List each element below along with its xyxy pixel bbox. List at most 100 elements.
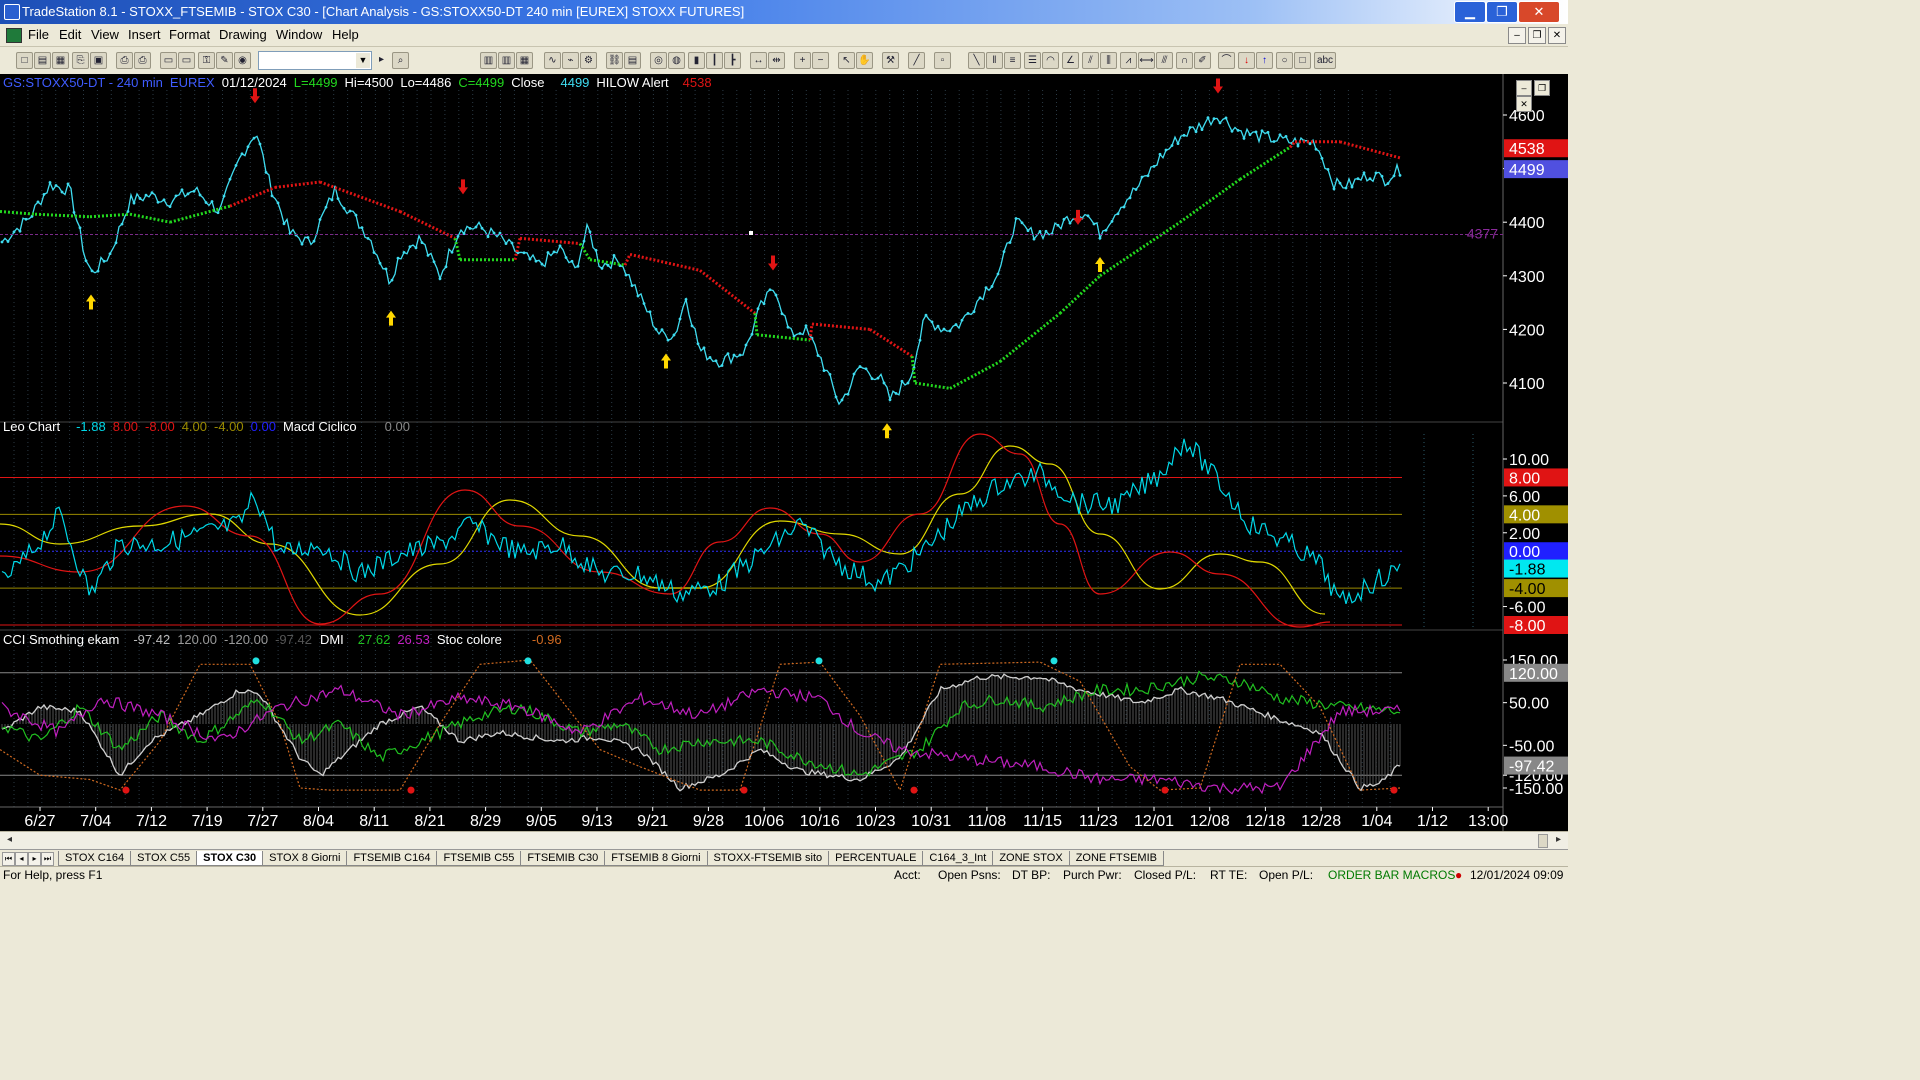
candle-icon[interactable]: ▮ xyxy=(688,52,705,69)
scroll-left-icon[interactable]: ◂ xyxy=(6,834,13,845)
menu-view[interactable]: View xyxy=(91,27,119,42)
print-icon[interactable]: ⎙ xyxy=(134,52,151,69)
workspace-tab[interactable]: FTSEMIB C164 xyxy=(346,851,438,866)
vertical-lines-icon[interactable]: ‖ xyxy=(986,52,1003,69)
workspace-tab[interactable]: FTSEMIB C55 xyxy=(436,851,522,866)
workspace-tab[interactable]: PERCENTUALE xyxy=(828,851,924,866)
channel-icon[interactable]: ⫽ xyxy=(1082,52,1099,69)
arrow-down-icon[interactable]: ↓ xyxy=(1238,52,1255,69)
text-tool-icon[interactable]: ▫ xyxy=(934,52,951,69)
text-abc-icon[interactable]: abc xyxy=(1314,52,1336,69)
cycle-icon[interactable]: ∩ xyxy=(1176,52,1193,69)
zoom-find-icon[interactable]: ⌕ xyxy=(392,52,409,69)
save-icon[interactable]: ▣ xyxy=(90,52,107,69)
minimize-button[interactable]: ▁ xyxy=(1454,1,1486,23)
tab-first-icon[interactable]: ⏮ xyxy=(2,852,15,866)
go-arrow-icon[interactable]: ▸ xyxy=(378,54,385,65)
tools-icon[interactable]: ⚒ xyxy=(882,52,899,69)
new-workspace-icon[interactable]: ▤ xyxy=(34,52,51,69)
workspace-tab[interactable]: STOX C164 xyxy=(58,851,132,866)
app-icon xyxy=(4,4,20,20)
draw-line-icon[interactable]: ╲ xyxy=(968,52,985,69)
pen-icon[interactable]: ✐ xyxy=(1194,52,1211,69)
lock-icon[interactable]: ⚿ xyxy=(198,52,215,69)
chart-analysis-window[interactable]: 43774600450044004300420041004538449910.0… xyxy=(0,74,1568,831)
copy-icon[interactable]: ⎘ xyxy=(72,52,89,69)
indicator-icon[interactable]: ∿ xyxy=(544,52,561,69)
ohlc-icon[interactable]: ┣ xyxy=(724,52,741,69)
horizontal-line-icon[interactable]: ≡ xyxy=(1004,52,1021,69)
workspace-tab[interactable]: FTSEMIB C30 xyxy=(520,851,606,866)
rectangle-icon[interactable]: □ xyxy=(1294,52,1311,69)
format-icon[interactable]: ⚙ xyxy=(580,52,597,69)
compress-icon[interactable]: ⇹ xyxy=(768,52,785,69)
menu-insert[interactable]: Insert xyxy=(128,27,161,42)
workspace-tab[interactable]: FTSEMIB 8 Giorni xyxy=(604,851,708,866)
strategy-icon[interactable]: ⌁ xyxy=(562,52,579,69)
gann-icon[interactable]: ⫼ xyxy=(1100,52,1117,69)
maximize-button[interactable]: ❐ xyxy=(1486,1,1518,23)
menu-drawing[interactable]: Drawing xyxy=(219,27,267,42)
data-window-icon[interactable]: ▤ xyxy=(624,52,641,69)
ellipse-icon[interactable]: ○ xyxy=(1276,52,1293,69)
link-icon[interactable]: ⛓ xyxy=(606,52,623,69)
chart-restore-button[interactable]: ❐ xyxy=(1534,80,1550,96)
workspace-tab[interactable]: STOX 8 Giorni xyxy=(262,851,348,866)
scroll-right-icon[interactable]: ▸ xyxy=(1555,834,1562,845)
chevron-down-icon[interactable]: ▼ xyxy=(356,53,370,68)
menu-edit[interactable]: Edit xyxy=(59,27,82,42)
zoom-out-icon[interactable]: − xyxy=(812,52,829,69)
chart-close-button[interactable]: ✕ xyxy=(1516,96,1532,112)
menu-format[interactable]: Format xyxy=(169,27,211,42)
menu-window[interactable]: Window xyxy=(276,27,323,42)
arrow-up-icon[interactable]: ↑ xyxy=(1256,52,1273,69)
chart-doc-icon[interactable] xyxy=(6,28,22,43)
pointer-icon[interactable]: ↖ xyxy=(838,52,855,69)
mdi-minimize-button[interactable]: – xyxy=(1508,27,1526,44)
tab-prev-icon[interactable]: ◂ xyxy=(15,852,28,866)
symbol-combo[interactable]: ▼ xyxy=(258,51,372,70)
mdi-restore-button[interactable]: ❐ xyxy=(1528,27,1546,44)
trendline-icon[interactable]: ╱ xyxy=(908,52,925,69)
tab-last-icon[interactable]: ⏭ xyxy=(41,852,54,866)
chart-canvas[interactable]: 43774600450044004300420041004538449910.0… xyxy=(0,74,1568,831)
range-icon[interactable]: ⟷ xyxy=(1138,52,1155,69)
close-button[interactable]: ✕ xyxy=(1518,1,1560,23)
menu-file[interactable]: File xyxy=(28,27,49,42)
arc-icon[interactable]: ◠ xyxy=(1042,52,1059,69)
tile-icon[interactable]: ▭ xyxy=(178,52,195,69)
open-icon[interactable]: ▦ xyxy=(52,52,69,69)
new-icon[interactable]: □ xyxy=(16,52,33,69)
angle-icon[interactable]: ∠ xyxy=(1062,52,1079,69)
tab-next-icon[interactable]: ▸ xyxy=(28,852,41,866)
menu-help[interactable]: Help xyxy=(332,27,359,42)
paint-icon[interactable]: ✎ xyxy=(216,52,233,69)
workspace-tab[interactable]: STOX C30 xyxy=(196,851,264,866)
workspace-tab[interactable]: C164_3_Int xyxy=(922,851,994,866)
expand-icon[interactable]: ↔ xyxy=(750,52,767,69)
curve-icon[interactable]: ⌒ xyxy=(1218,52,1235,69)
order-bar-macros[interactable]: ORDER BAR MACROS xyxy=(1328,868,1456,882)
workspace-tab[interactable]: STOX C55 xyxy=(130,851,198,866)
chart-minimize-button[interactable]: – xyxy=(1516,80,1532,96)
horizontal-scrollbar[interactable]: ◂ ▸ xyxy=(0,831,1568,849)
print-preview-icon[interactable]: ⎙ xyxy=(116,52,133,69)
grid-icon[interactable]: ▦ xyxy=(516,52,533,69)
workspace-tab[interactable]: STOXX-FTSEMIB sito xyxy=(706,851,830,866)
globe-icon[interactable]: ◉ xyxy=(234,52,251,69)
fib-icon[interactable]: ☰ xyxy=(1024,52,1041,69)
workspace-tab[interactable]: ZONE STOX xyxy=(992,851,1070,866)
bars-icon[interactable]: ┃ xyxy=(706,52,723,69)
radar-icon[interactable]: ◎ xyxy=(650,52,667,69)
scrollbar-thumb[interactable] xyxy=(1538,834,1548,848)
chart-line-icon[interactable]: ▥ xyxy=(498,52,515,69)
zoom-in-icon[interactable]: + xyxy=(794,52,811,69)
workspace-tab[interactable]: ZONE FTSEMIB xyxy=(1068,851,1164,866)
hand-icon[interactable]: ✋ xyxy=(856,52,873,69)
pitchfork-icon[interactable]: ⫻ xyxy=(1156,52,1173,69)
chart-bar-icon[interactable]: ▥ xyxy=(480,52,497,69)
scanner-icon[interactable]: ◍ xyxy=(668,52,685,69)
speedline-icon[interactable]: ⩘ xyxy=(1120,52,1137,69)
mdi-close-button[interactable]: ✕ xyxy=(1548,27,1566,44)
window-icon[interactable]: ▭ xyxy=(160,52,177,69)
